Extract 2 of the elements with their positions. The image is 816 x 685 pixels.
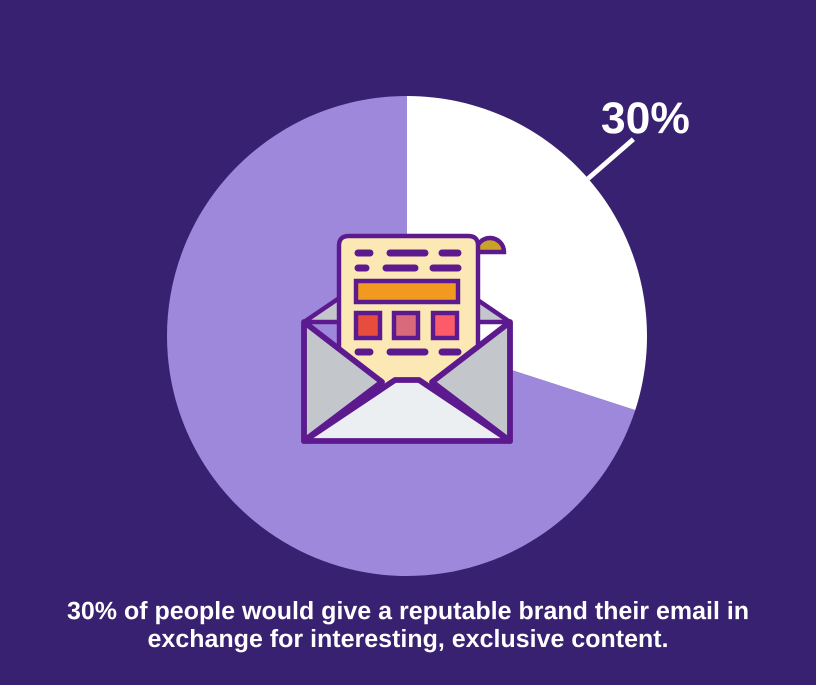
text: 30% of people would give a reputable brand their email in exchange for interesting, exclusive content.	[68, 601, 748, 652]
data-label: 30%	[602, 102, 689, 134]
